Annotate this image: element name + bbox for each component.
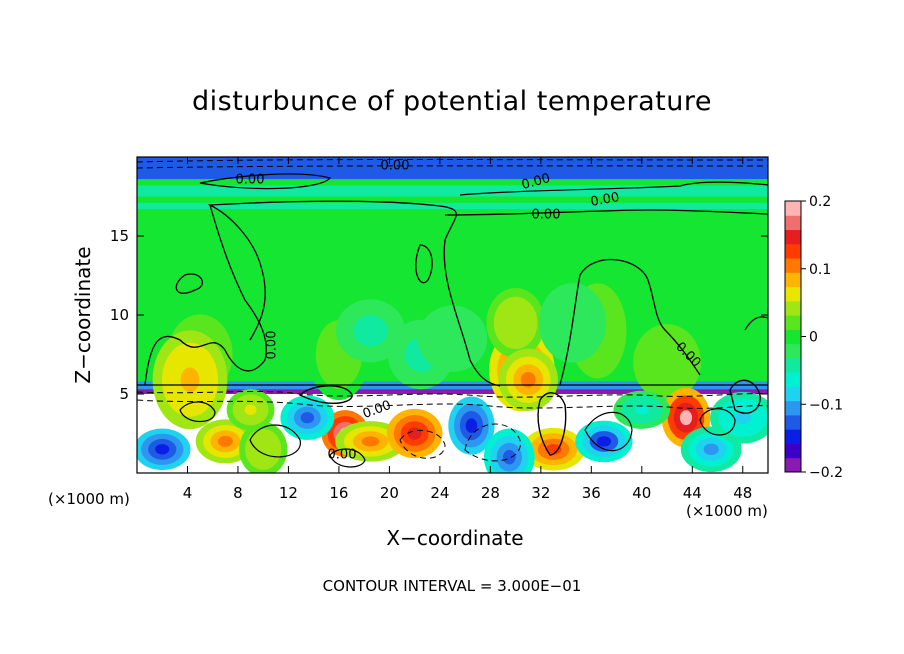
- field-blob: [634, 405, 649, 415]
- colorbar-segment: [785, 315, 801, 330]
- field-blob: [180, 367, 200, 393]
- y-axis: 5 10 15: [110, 227, 768, 403]
- colorbar-segment: [785, 372, 801, 387]
- x-axis-label: X−coordinate: [386, 526, 524, 550]
- field-band: [137, 389, 768, 394]
- colorbar-segment: [785, 272, 801, 288]
- x-tick-label: 8: [233, 484, 243, 502]
- contour-label: 0.00: [532, 208, 561, 223]
- colorbar-tick-label: −0.1: [809, 397, 843, 413]
- chart-title: disturbunce of potential temperature: [192, 86, 712, 117]
- colorbar-segment: [785, 215, 801, 231]
- field-band: [137, 202, 768, 210]
- colorbar-segment: [785, 400, 801, 416]
- colorbar-tick-label: 0.2: [809, 194, 831, 210]
- x-unit-label-right: (×1000 m): [686, 502, 768, 520]
- field-blob: [596, 436, 612, 447]
- field-blob: [545, 443, 562, 455]
- field-blob: [703, 443, 719, 456]
- colorbar: 0.2 0.1 0 −0.1 −0.2: [784, 194, 843, 481]
- x-tick-label: 36: [582, 484, 601, 502]
- field-blob: [257, 442, 270, 457]
- colorbar-segment: [785, 286, 801, 302]
- field-blob: [679, 410, 693, 426]
- x-tick-label: 4: [183, 484, 193, 502]
- contour-label: 0.00: [589, 190, 620, 210]
- colorbar-segment: [785, 357, 801, 373]
- colorbar-segment: [785, 229, 801, 245]
- field-blob: [734, 411, 751, 425]
- x-tick-label: 32: [531, 484, 550, 502]
- colorbar-segment: [785, 343, 801, 359]
- field-blob: [502, 450, 516, 465]
- x-tick-label: 28: [481, 484, 500, 502]
- temperature-field: [137, 157, 768, 473]
- colorbar-segment: [785, 258, 801, 273]
- contour-label: 0.00: [381, 159, 410, 174]
- field-blob: [244, 404, 257, 415]
- field-blob: [155, 444, 170, 455]
- contour-lines: [137, 159, 768, 468]
- contour-label: 0.00: [265, 331, 280, 360]
- x-tick-label: 12: [279, 484, 298, 502]
- colorbar-segment: [785, 201, 801, 216]
- x-tick-label: 20: [380, 484, 399, 502]
- x-tick-label: 24: [430, 484, 449, 502]
- field-blob: [217, 435, 233, 447]
- colorbar-segment: [785, 300, 801, 316]
- y-tick-label: 5: [119, 385, 129, 403]
- colorbar-tick-label: 0.1: [809, 262, 831, 278]
- contour-label: 0.00: [520, 171, 552, 193]
- x-tick-label: 44: [683, 484, 702, 502]
- x-unit-label-left: (×1000 m): [48, 490, 130, 508]
- contour-label: 0.00: [236, 173, 265, 188]
- y-tick-label: 10: [110, 306, 129, 324]
- colorbar-tick-label: 0: [809, 330, 818, 346]
- x-tick-label: 16: [329, 484, 348, 502]
- y-tick-label: 15: [110, 227, 129, 245]
- contour-label: 0.00: [328, 448, 357, 463]
- field-blob: [407, 427, 422, 440]
- colorbar-segment: [785, 414, 801, 430]
- x-tick-label: 48: [733, 484, 752, 502]
- contour-interval-note: CONTOUR INTERVAL = 3.000E−01: [322, 577, 582, 595]
- colorbar-tick-label: −0.2: [809, 465, 843, 481]
- field-band: [137, 185, 768, 197]
- field-blob: [361, 322, 380, 339]
- field-blob: [508, 314, 523, 332]
- colorbar-segment: [785, 243, 801, 259]
- colorbar-segment: [785, 429, 801, 444]
- colorbar-segment: [785, 329, 801, 345]
- field-blob: [465, 418, 478, 433]
- colorbar-segment: [785, 457, 801, 473]
- x-tick-label: 40: [632, 484, 651, 502]
- colorbar-segment: [785, 443, 801, 459]
- field-blob: [658, 352, 676, 372]
- colorbar-segment: [785, 386, 801, 402]
- field-blob: [443, 330, 462, 347]
- x-axis: 4 8 12 16 20 24 28 32 36 40 44 48: [183, 157, 752, 502]
- field-blob: [361, 436, 380, 447]
- field-blob: [520, 372, 536, 388]
- field-blob: [300, 412, 315, 424]
